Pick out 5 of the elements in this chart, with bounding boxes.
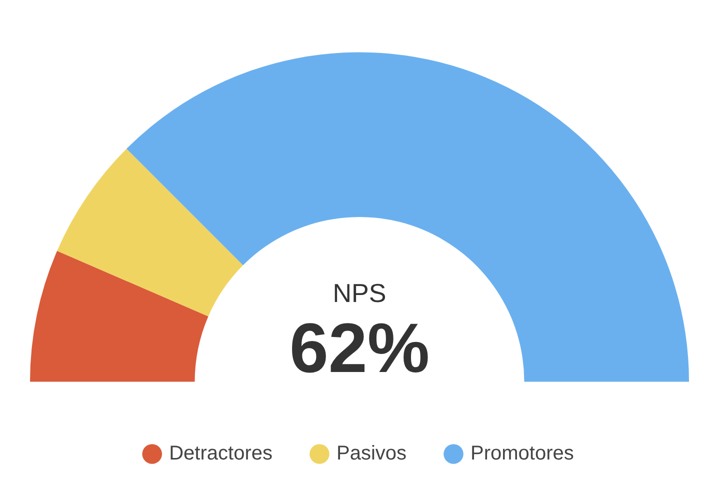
legend-label: Detractores bbox=[169, 442, 272, 465]
legend-label: Promotores bbox=[470, 442, 574, 465]
text: NPS bbox=[332, 278, 386, 308]
legend-label: Pasivos bbox=[336, 442, 407, 465]
text: 62% bbox=[289, 308, 430, 387]
